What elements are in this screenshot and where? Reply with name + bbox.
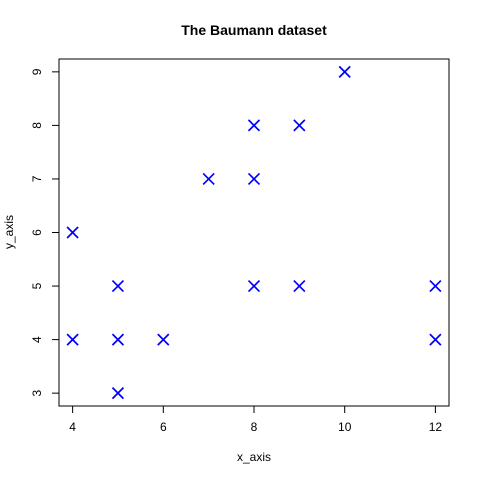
x-tick-label: 4 bbox=[69, 420, 76, 434]
y-tick-label: 5 bbox=[30, 282, 44, 289]
data-point bbox=[247, 279, 261, 293]
y-tick-label: 4 bbox=[30, 336, 44, 343]
chart-title: The Baumann dataset bbox=[181, 22, 327, 38]
data-point bbox=[429, 333, 442, 346]
data-point bbox=[293, 119, 306, 132]
data-point bbox=[66, 333, 79, 346]
data-point bbox=[247, 172, 261, 186]
x-axis-label: x_axis bbox=[237, 450, 271, 464]
data-point bbox=[157, 333, 170, 346]
y-tick-label: 8 bbox=[30, 122, 44, 129]
x-tick-label: 6 bbox=[160, 420, 167, 434]
y-axis: 3 4 5 6 7 8 9 bbox=[30, 68, 60, 396]
data-point bbox=[111, 279, 125, 293]
data-point bbox=[66, 226, 79, 239]
x-tick-label: 10 bbox=[338, 420, 352, 434]
data-point bbox=[293, 279, 306, 293]
data-point bbox=[111, 333, 125, 346]
data-points bbox=[66, 65, 442, 400]
x-axis: 4 6 8 10 12 bbox=[69, 405, 443, 434]
data-point bbox=[338, 65, 351, 78]
y-tick-label: 3 bbox=[30, 389, 44, 396]
data-point bbox=[111, 387, 125, 400]
x-tick-label: 12 bbox=[429, 420, 443, 434]
data-point bbox=[429, 279, 442, 293]
y-tick-label: 6 bbox=[30, 229, 44, 236]
data-point bbox=[202, 172, 215, 186]
y-tick-label: 9 bbox=[30, 68, 44, 75]
y-tick-label: 7 bbox=[30, 175, 44, 182]
y-axis-label: y_axis bbox=[2, 215, 16, 249]
data-point bbox=[247, 119, 261, 132]
x-tick-label: 8 bbox=[251, 420, 258, 434]
